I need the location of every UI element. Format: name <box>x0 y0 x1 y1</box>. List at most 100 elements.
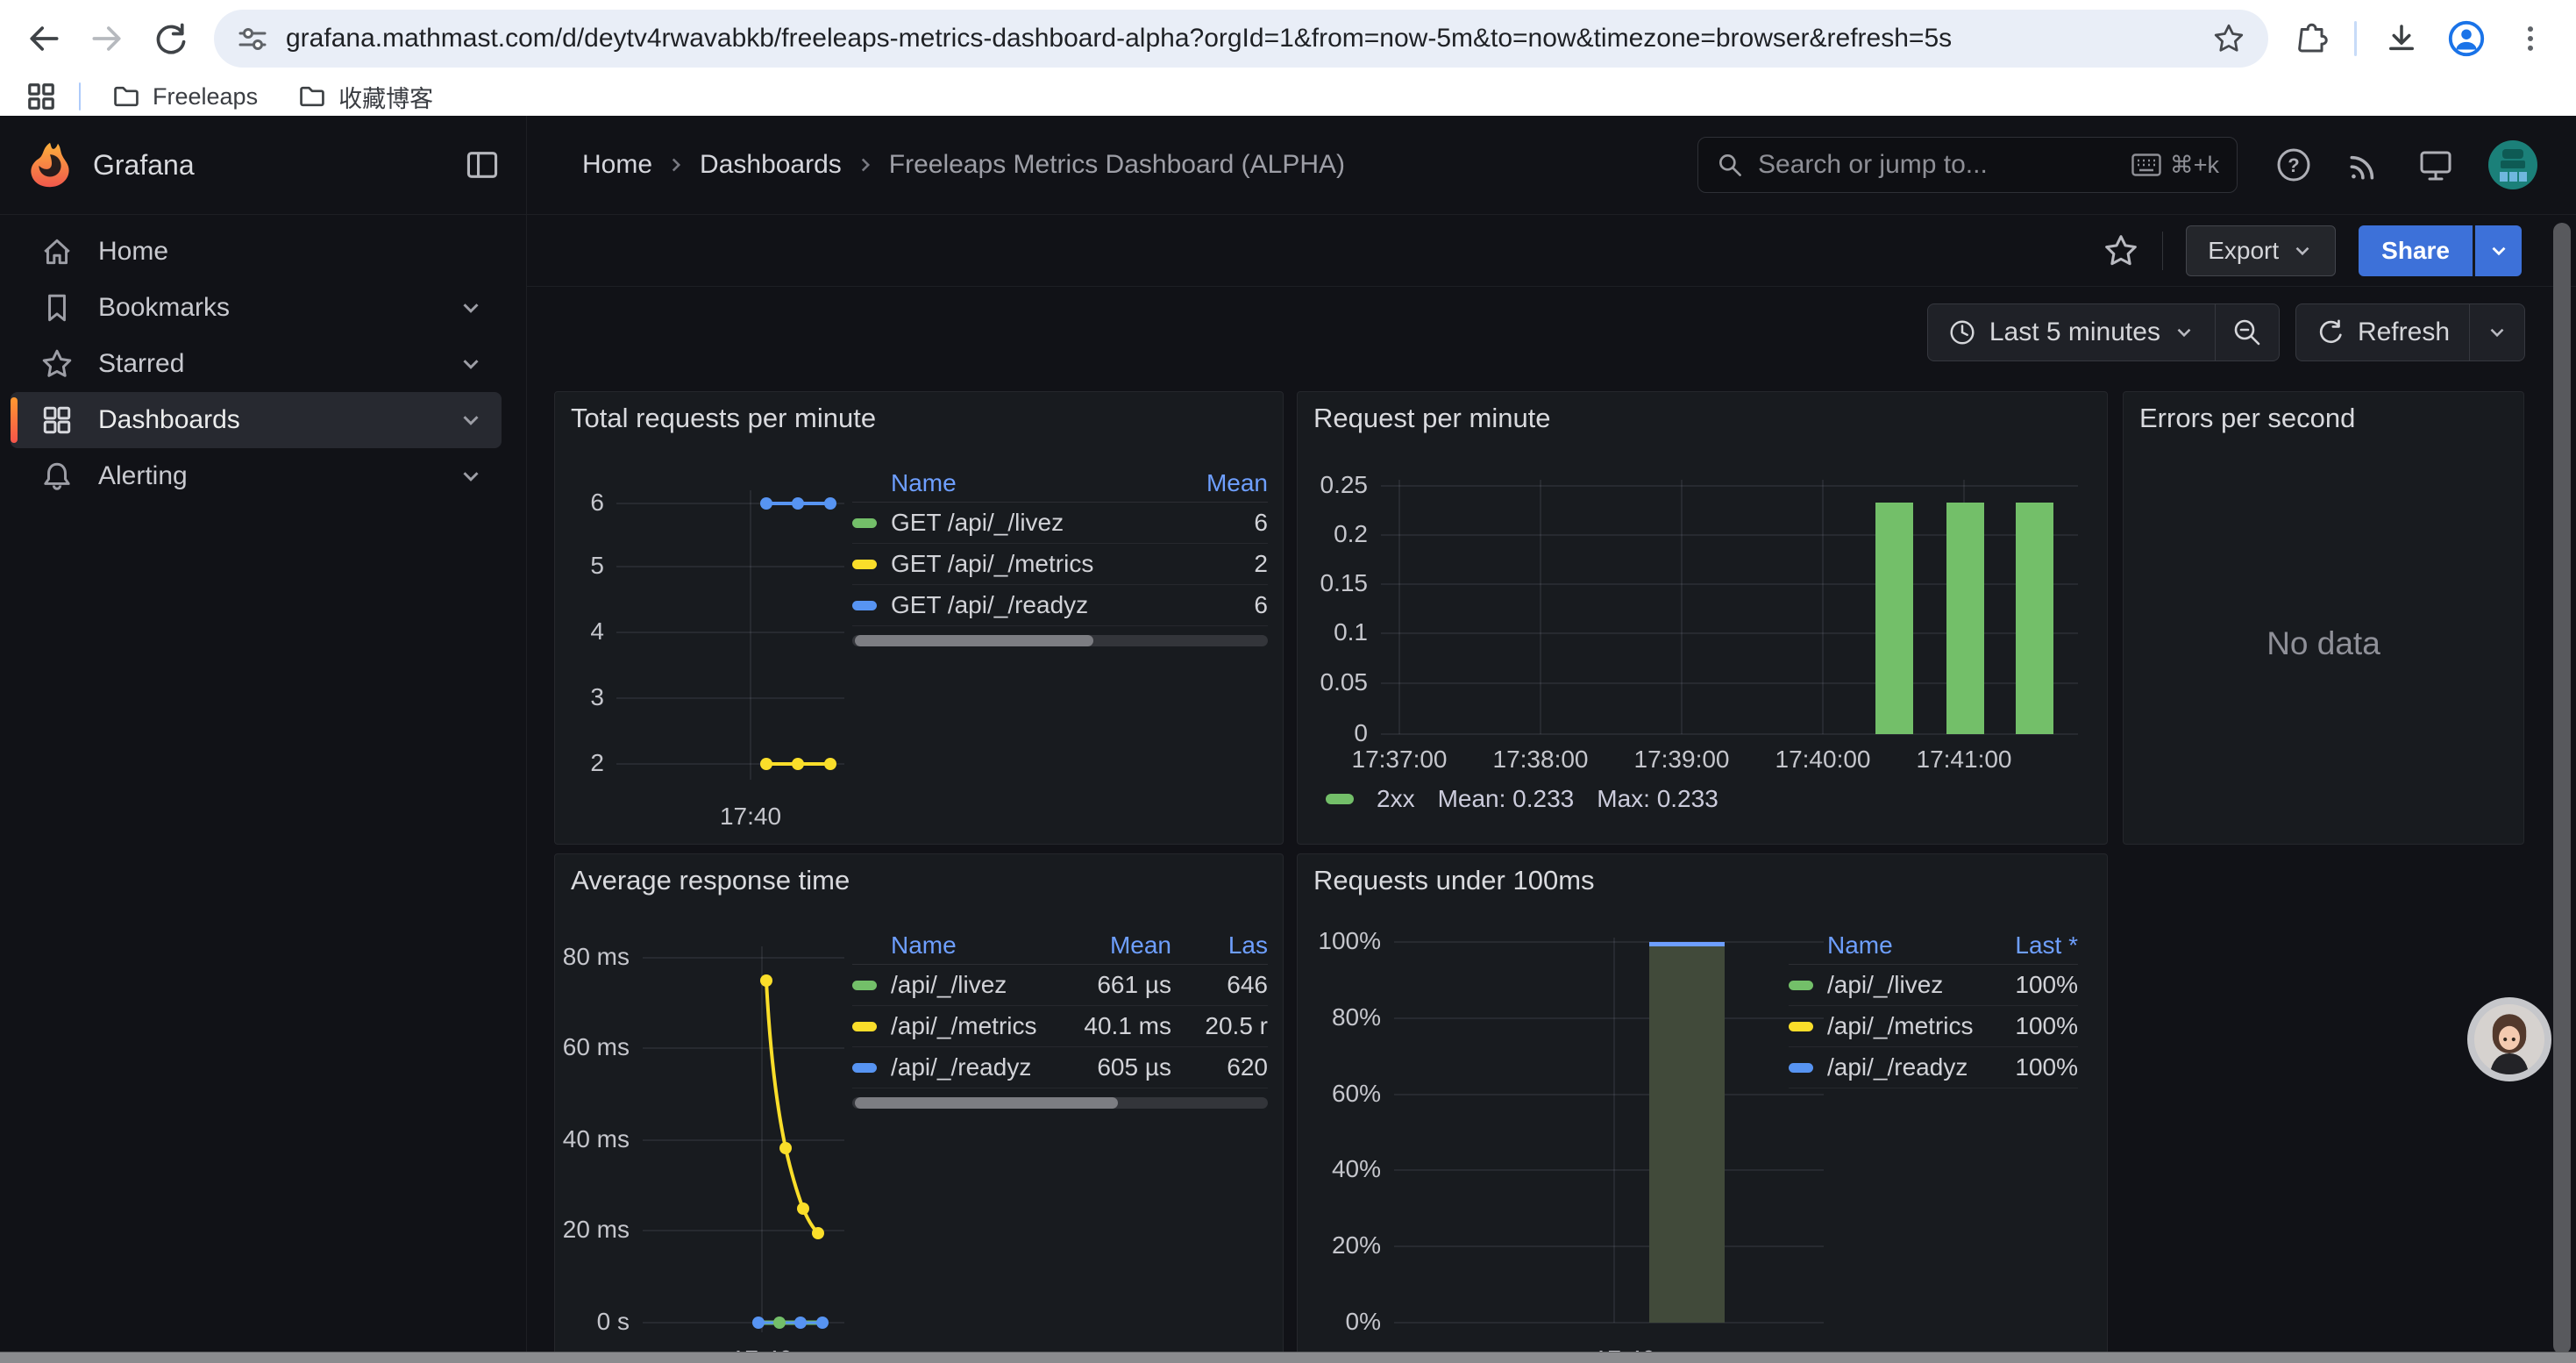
apps-grid-icon[interactable] <box>26 82 56 111</box>
legend-header-mean[interactable]: Mean <box>1171 469 1268 497</box>
x-tick: 17:41:00 <box>1894 746 2034 774</box>
no-data-message: No data <box>2124 625 2523 662</box>
chevron-right-icon <box>665 153 687 176</box>
header-icons: ? <box>2274 140 2537 189</box>
forward-icon[interactable] <box>86 18 128 60</box>
zoom-out-icon <box>2231 317 2263 348</box>
legend-header-name[interactable]: Name <box>891 931 1049 960</box>
search-input[interactable]: Search or jump to... ⌘+k <box>1697 137 2238 193</box>
legend-row[interactable]: /api/_/readyz 100% <box>1789 1047 2078 1088</box>
bookmark-star-icon[interactable] <box>2212 22 2245 55</box>
legend-header-last[interactable]: Las <box>1171 931 1268 960</box>
search-placeholder: Search or jump to... <box>1758 150 2131 180</box>
refresh-button[interactable]: Refresh <box>2295 303 2470 361</box>
share-button[interactable]: Share <box>2359 225 2522 276</box>
series-swatch-yellow <box>852 1022 877 1031</box>
panel-title[interactable]: Requests under 100ms <box>1313 865 1595 896</box>
legend-row[interactable]: /api/_/metrics 40.1 ms 20.5 r <box>852 1006 1268 1047</box>
monitor-icon[interactable] <box>2416 146 2455 184</box>
chevron-down-icon[interactable] <box>458 407 484 433</box>
sidebar-item-alerting[interactable]: Alerting <box>11 448 502 504</box>
legend-row[interactable]: GET /api/_/readyz 6 <box>852 585 1268 626</box>
x-tick: 17:38:00 <box>1470 746 1611 774</box>
panel-title[interactable]: Total requests per minute <box>571 403 876 434</box>
assistant-avatar[interactable] <box>2467 997 2551 1081</box>
y-tick: 5 <box>562 552 604 580</box>
url-bar[interactable]: grafana.mathmast.com/d/deytv4rwavabkb/fr… <box>214 10 2268 68</box>
bookmark-folder-blogs[interactable]: 收藏博客 <box>289 78 442 116</box>
y-tick: 0.2 <box>1299 520 1368 548</box>
series-swatch-green <box>852 518 877 528</box>
bookmark-folder-freeleaps[interactable]: Freeleaps <box>103 81 267 112</box>
legend-table: Name Mean GET /api/_/livez 6 GET /api/_/… <box>852 464 1268 646</box>
dashboard-actions-bar: Export Share <box>527 215 2576 287</box>
vertical-scrollbar[interactable] <box>2553 223 2571 1354</box>
panel-average-response-time: Average response time <box>554 853 1284 1363</box>
legend-header-name[interactable]: Name <box>1827 931 1982 960</box>
y-tick: 0.15 <box>1299 569 1368 597</box>
legend-header-last[interactable]: Last * <box>1982 931 2078 960</box>
y-tick: 0% <box>1298 1308 1381 1336</box>
panel-title[interactable]: Request per minute <box>1313 403 1551 434</box>
legend-scrollbar[interactable] <box>852 1097 1268 1109</box>
bookmark-label: 收藏博客 <box>338 80 433 114</box>
sidebar-toggle-icon[interactable] <box>465 147 500 182</box>
y-tick: 20 ms <box>555 1216 630 1244</box>
extensions-icon[interactable] <box>2291 20 2328 57</box>
request-per-minute-chart <box>1298 392 2108 845</box>
chevron-down-icon[interactable] <box>458 463 484 489</box>
actions-divider <box>2162 232 2163 270</box>
bookmarks-divider <box>79 82 81 111</box>
site-settings-icon[interactable] <box>237 23 268 54</box>
user-avatar[interactable] <box>2488 140 2537 189</box>
export-button[interactable]: Export <box>2186 225 2336 276</box>
grafana-logo-icon[interactable] <box>26 141 74 189</box>
grafana-app: Grafana Home Dashboards Freeleaps Metric… <box>0 116 2576 1363</box>
series-2xx-bars <box>1875 503 2053 734</box>
y-tick: 80% <box>1298 1003 1381 1031</box>
sidebar-item-starred[interactable]: Starred <box>11 336 502 392</box>
panel-errors-per-second: Errors per second No data <box>2123 391 2524 845</box>
legend-row[interactable]: /api/_/readyz 605 µs 620 <box>852 1047 1268 1088</box>
y-tick: 60 ms <box>555 1033 630 1061</box>
chevron-down-icon[interactable] <box>458 351 484 377</box>
legend-inline[interactable]: 2xx Mean: 0.233 Max: 0.233 <box>1326 785 1719 813</box>
profile-icon[interactable] <box>2446 18 2487 59</box>
menu-kebab-icon[interactable] <box>2513 21 2548 56</box>
svg-text:?: ? <box>2288 154 2299 176</box>
y-tick: 60% <box>1298 1080 1381 1108</box>
favorite-star-icon[interactable] <box>2103 232 2139 269</box>
legend-row[interactable]: GET /api/_/livez 6 <box>852 503 1268 544</box>
legend-row[interactable]: /api/_/metrics 100% <box>1789 1006 2078 1047</box>
zoom-out-button[interactable] <box>2216 303 2280 361</box>
legend-scrollbar[interactable] <box>852 635 1268 646</box>
download-icon[interactable] <box>2383 20 2420 57</box>
panel-title[interactable]: Average response time <box>571 865 850 896</box>
time-range-picker[interactable]: Last 5 minutes <box>1927 303 2216 361</box>
legend-header-mean[interactable]: Mean <box>1049 931 1171 960</box>
breadcrumb-dashboards[interactable]: Dashboards <box>700 150 842 180</box>
sidebar-item-dashboards[interactable]: Dashboards <box>11 392 502 448</box>
sidebar-item-home[interactable]: Home <box>11 224 502 280</box>
reload-icon[interactable] <box>149 18 191 60</box>
legend-row[interactable]: /api/_/livez 100% <box>1789 965 2078 1006</box>
time-controls: Last 5 minutes Refresh <box>527 287 2576 378</box>
y-tick: 2 <box>562 749 604 777</box>
search-icon <box>1716 151 1744 179</box>
bookmarks-bar: Freeleaps 收藏博客 <box>0 77 2576 116</box>
legend-row[interactable]: GET /api/_/metrics 2 <box>852 544 1268 585</box>
panel-requests-under-100ms: Requests under 100ms 100% 80% 60% <box>1297 853 2108 1363</box>
news-rss-icon[interactable] <box>2346 146 2383 183</box>
back-icon[interactable] <box>23 18 65 60</box>
horizontal-scrollbar[interactable] <box>0 1352 2576 1363</box>
panel-title[interactable]: Errors per second <box>2139 403 2355 434</box>
refresh-interval-caret[interactable] <box>2470 303 2525 361</box>
share-menu-caret[interactable] <box>2473 225 2522 276</box>
help-icon[interactable]: ? <box>2274 146 2313 184</box>
url-text[interactable]: grafana.mathmast.com/d/deytv4rwavabkb/fr… <box>286 24 2195 54</box>
legend-header-name[interactable]: Name <box>891 469 1171 497</box>
breadcrumb-home[interactable]: Home <box>582 150 652 180</box>
chevron-down-icon[interactable] <box>458 295 484 321</box>
sidebar-item-bookmarks[interactable]: Bookmarks <box>11 280 502 336</box>
legend-row[interactable]: /api/_/livez 661 µs 646 <box>852 965 1268 1006</box>
